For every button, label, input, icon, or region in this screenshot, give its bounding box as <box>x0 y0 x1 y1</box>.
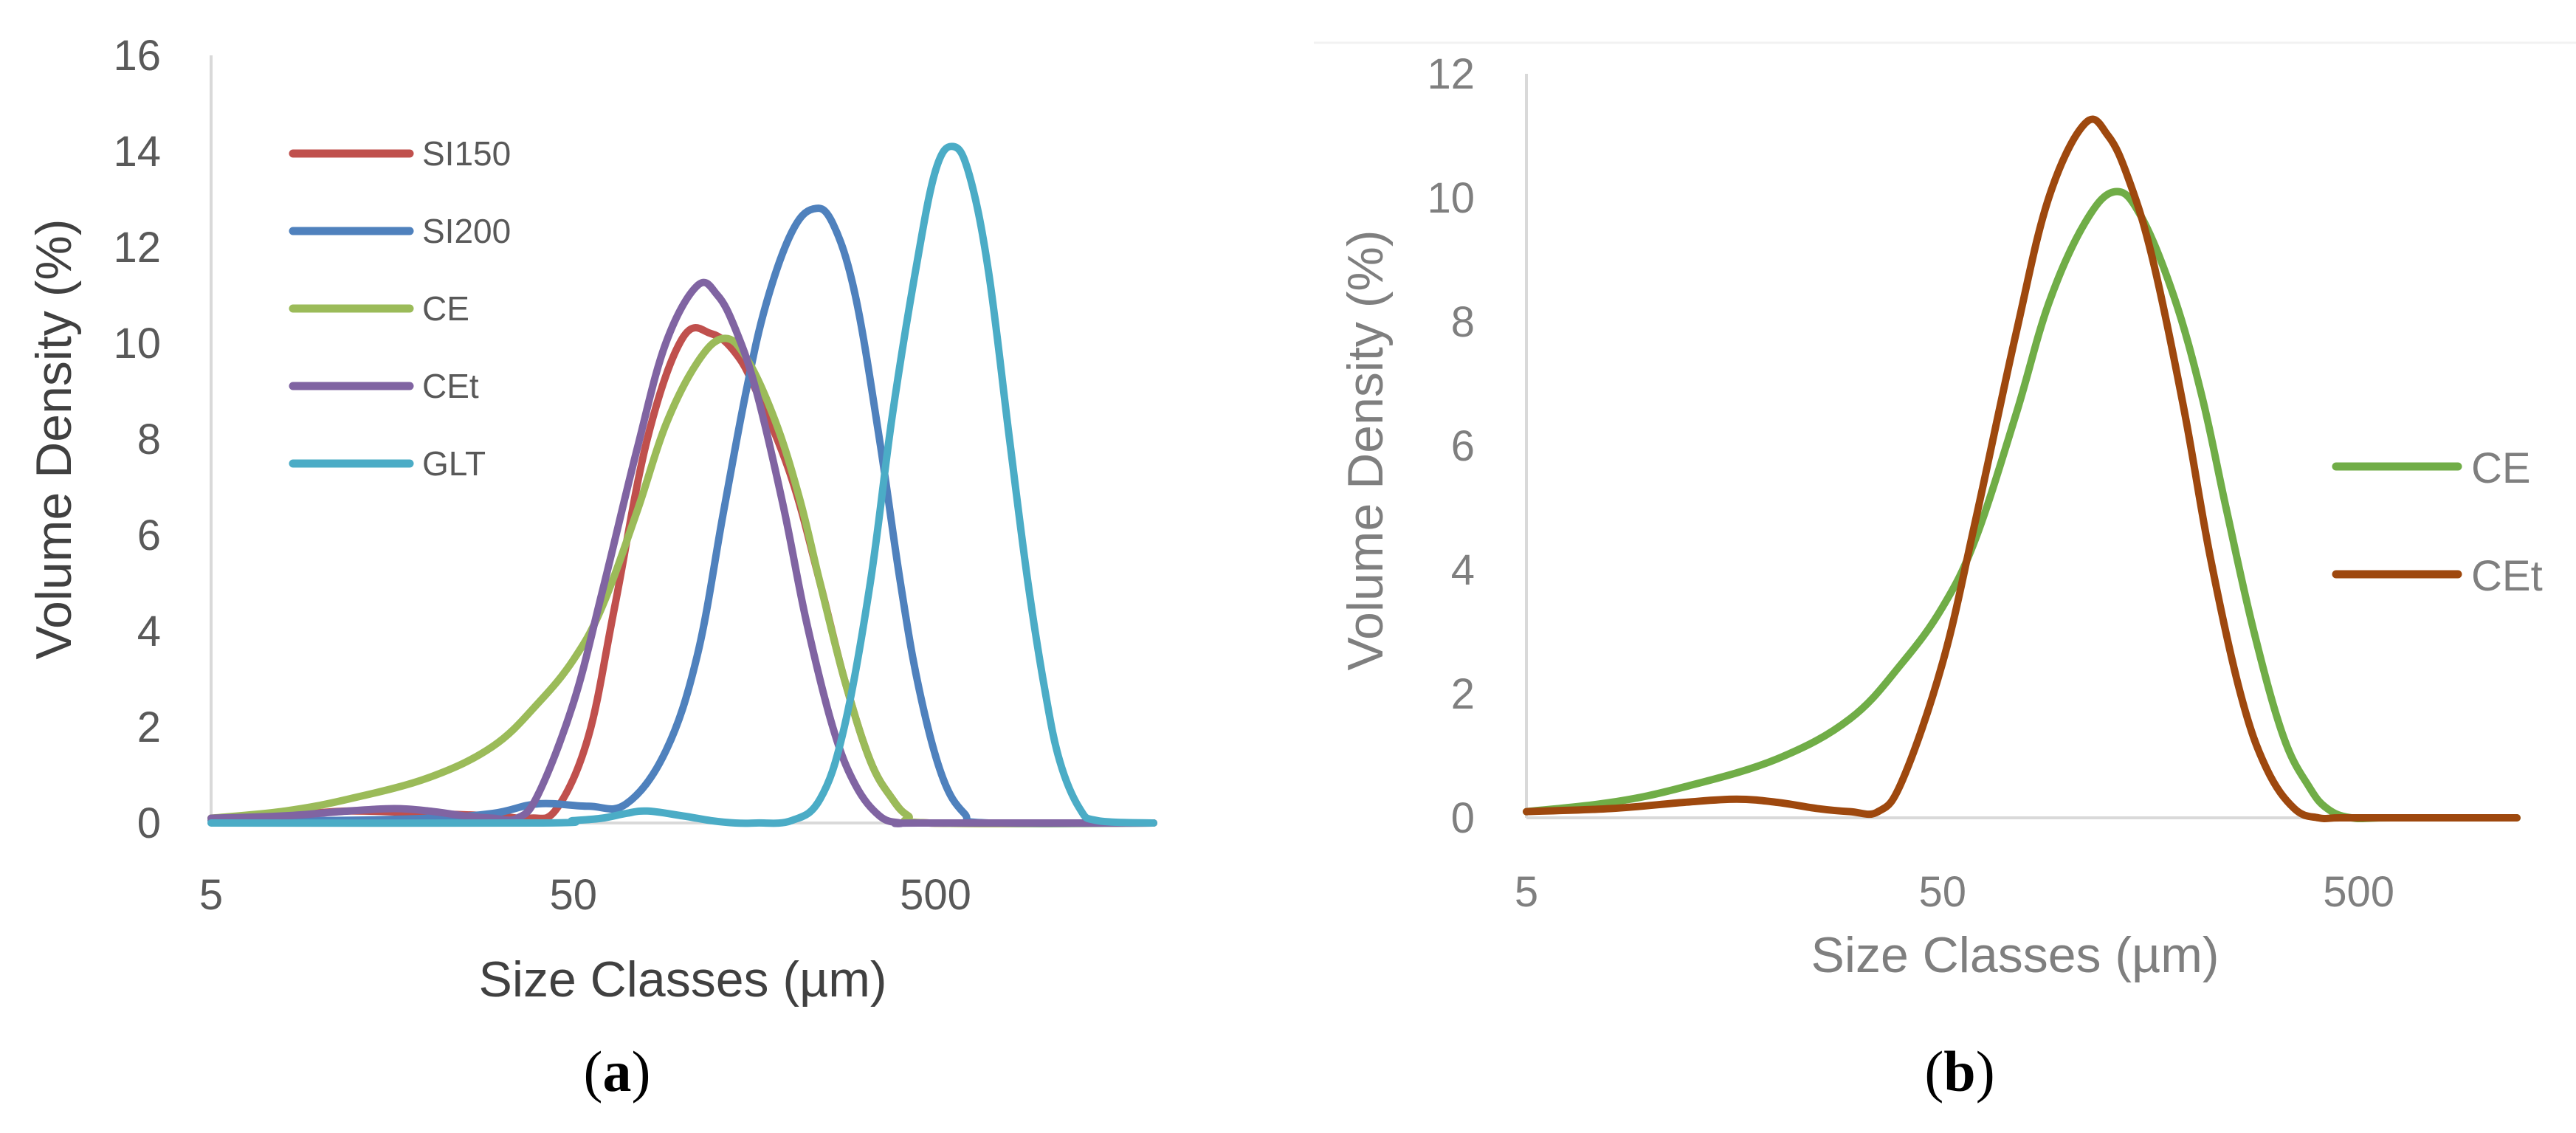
x-tick-label: 50 <box>550 871 598 919</box>
series-line-cet <box>207 278 1157 827</box>
y-tick-labels: 0 2 4 6 8 10 12 <box>1427 50 1475 842</box>
x-tick-label: 50 <box>1919 868 1967 916</box>
y-tick-label: 12 <box>113 224 161 272</box>
x-axis-title: Size Classes (µm) <box>1811 927 2219 983</box>
series-line-glt <box>207 142 1157 827</box>
x-axis-title: Size Classes (µm) <box>478 951 886 1008</box>
legend: SI150 SI200 CE CEt GLT <box>289 134 511 483</box>
x-tick-label: 500 <box>900 871 971 919</box>
legend-label-ce: CE <box>422 289 469 328</box>
caption-letter: b <box>1943 1039 1975 1103</box>
legend-label-cet: CEt <box>422 367 479 405</box>
y-tick-label: 10 <box>113 320 161 368</box>
chart-panel-b: 0 2 4 6 8 10 12 5 50 500 CE CEt Size Classes (µm)… <box>1314 41 2576 1103</box>
y-tick-label: 14 <box>113 128 161 176</box>
series-line-si200 <box>207 204 1157 828</box>
legend-label-cet: CEt <box>2471 552 2543 600</box>
y-tick-label: 10 <box>1427 174 1475 222</box>
y-tick-labels: 0 2 4 6 8 10 12 14 16 <box>113 32 161 847</box>
y-axis-title: Volume Density (%) <box>26 218 82 659</box>
series-line-si150 <box>207 324 1157 827</box>
legend-label-si200: SI200 <box>422 212 511 250</box>
y-tick-label: 8 <box>137 416 161 464</box>
series-line-cet <box>1523 115 2521 823</box>
y-tick-label: 6 <box>1451 422 1475 470</box>
series-lines <box>1523 115 2521 823</box>
y-tick-label: 12 <box>1427 50 1475 98</box>
y-tick-label: 2 <box>137 703 161 751</box>
legend: CE CEt <box>2332 444 2543 600</box>
x-tick-label: 500 <box>2323 868 2394 916</box>
y-axis-title: Volume Density (%) <box>1337 230 1394 670</box>
x-tick-labels: 5 50 500 <box>1515 868 2394 916</box>
legend-label-ce: CE <box>2471 444 2531 492</box>
caption-paren-open: ( <box>584 1039 603 1103</box>
caption-paren-close: ) <box>632 1039 651 1103</box>
y-tick-label: 0 <box>1451 794 1475 842</box>
legend-label-si150: SI150 <box>422 134 511 173</box>
caption-paren-open: ( <box>1924 1039 1943 1103</box>
series-lines <box>207 142 1157 828</box>
caption-paren-close: ) <box>1976 1039 1995 1103</box>
x-tick-label: 5 <box>199 871 223 919</box>
y-tick-label: 4 <box>137 607 161 655</box>
panel-caption-b: (b) <box>1924 1039 1994 1103</box>
series-line-ce <box>1523 187 2521 823</box>
caption-letter: a <box>603 1039 632 1103</box>
y-tick-label: 2 <box>1451 670 1475 718</box>
y-tick-label: 0 <box>137 799 161 847</box>
y-tick-label: 6 <box>137 512 161 559</box>
series-line-ce <box>207 334 1157 827</box>
panel-caption-a: (a) <box>584 1039 651 1103</box>
x-tick-labels: 5 50 500 <box>199 871 971 919</box>
y-tick-label: 8 <box>1451 298 1475 346</box>
y-tick-label: 4 <box>1451 546 1475 594</box>
x-tick-label: 5 <box>1515 868 1538 916</box>
y-tick-label: 16 <box>113 32 161 80</box>
legend-label-glt: GLT <box>422 444 486 483</box>
